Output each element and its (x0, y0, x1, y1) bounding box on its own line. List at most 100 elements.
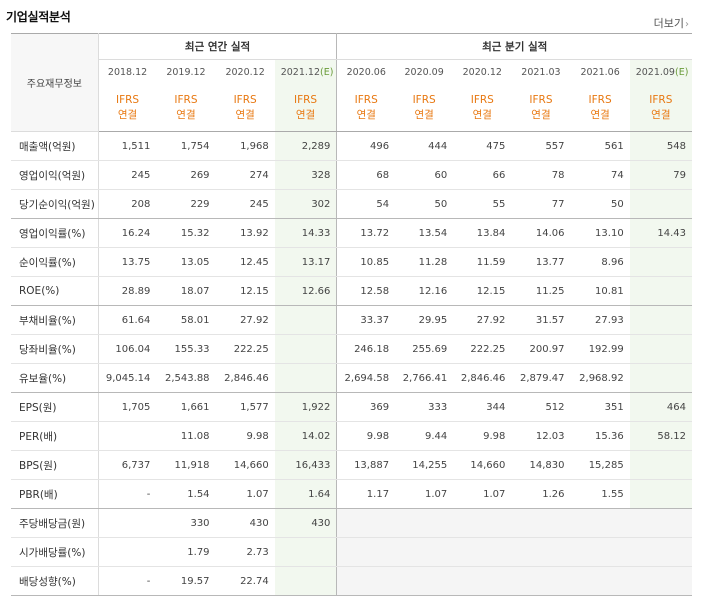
table-row: 당좌비율(%) 106.04 155.33 222.25 246.18 255.69 222… (11, 334, 692, 364)
table-cell: 68 (336, 160, 396, 190)
table-cell: 155.33 (156, 334, 216, 364)
table-cell (629, 537, 692, 567)
table-row: 영업이익(억원) 245 269 274 328 68 60 66 78 74 79 (11, 160, 692, 190)
row-label: PER(배) (11, 421, 99, 451)
row-label: BPS(원) (11, 450, 99, 480)
table-cell (629, 189, 692, 219)
row-label: 당좌비율(%) (11, 334, 99, 364)
table-cell: 430 (215, 508, 275, 538)
standard-line-ifrs: IFRS (412, 93, 436, 106)
table-cell: 496 (336, 131, 396, 161)
chevron-right-icon: › (685, 19, 689, 30)
period-header: 2021.09(E) (629, 59, 692, 85)
table-cell: 12.66 (274, 276, 338, 306)
table-cell: 1.07 (453, 479, 512, 509)
row-header-label: 주요재무정보 (11, 33, 99, 132)
standard-line-ifrs: IFRS (649, 93, 673, 106)
table-cell (570, 537, 630, 567)
table-cell: 60 (395, 160, 454, 190)
period-header: 2020.12 (216, 60, 275, 85)
table-cell (395, 537, 454, 567)
table-cell: 22.74 (215, 566, 275, 596)
table-cell: 12.58 (336, 276, 396, 306)
table-cell: 229 (156, 189, 216, 219)
period-header: 2020.09 (395, 60, 453, 85)
table-cell: 74 (570, 160, 630, 190)
table-cell (336, 566, 396, 596)
table-row: 부채비율(%) 61.64 58.01 27.92 33.37 29.95 27.92 31.… (11, 305, 692, 335)
table-cell: 9.44 (395, 421, 454, 451)
table-cell (511, 508, 571, 538)
table-cell: 10.81 (570, 276, 630, 306)
table-cell: 2,289 (274, 131, 338, 161)
table-cell: 61.64 (98, 305, 157, 335)
table-cell: 15.36 (570, 421, 630, 451)
more-link-label: 더보기 (653, 17, 684, 30)
period-label: 2021.09 (635, 66, 675, 78)
table-cell: 13.54 (395, 218, 454, 248)
table-cell: 245 (215, 189, 275, 219)
table-cell: 78 (511, 160, 571, 190)
table-row: EPS(원) 1,705 1,661 1,577 1,922 369 333 344 512 35… (11, 392, 692, 422)
period-label: 2020.12 (225, 66, 265, 78)
group-header-quarter: 최근 분기 실적 (336, 33, 692, 60)
standard-line-consolidated: 연결 (531, 108, 551, 121)
accounting-standard: IFRS 연결 (98, 84, 157, 132)
table-cell: 245 (98, 160, 157, 190)
table-cell (274, 537, 338, 567)
table-cell: 58.12 (629, 421, 692, 451)
table-cell: 31.57 (511, 305, 571, 335)
table-cell: 14.33 (274, 218, 338, 248)
table-cell: - (98, 479, 157, 509)
period-header: 2021.12(E) (274, 59, 338, 85)
table-cell: 11.08 (156, 421, 216, 451)
group-header-annual: 최근 연간 실적 (98, 33, 338, 60)
table-cell: 1,705 (98, 392, 157, 422)
estimate-mark: (E) (674, 66, 689, 78)
standard-line-ifrs: IFRS (233, 93, 257, 106)
table-cell (629, 566, 692, 596)
table-cell: 66 (453, 160, 512, 190)
table-cell: 9.98 (336, 421, 396, 451)
table-cell: 8.96 (570, 247, 630, 277)
table-cell (336, 508, 396, 538)
row-label: 영업이익률(%) (11, 218, 99, 248)
standard-line-ifrs: IFRS (174, 93, 198, 106)
table-cell: 1.17 (336, 479, 396, 509)
table-row: 주당배당금(원) 330 430 430 (11, 508, 692, 538)
table-cell: 27.92 (453, 305, 512, 335)
period-header: 2020.12 (453, 60, 511, 85)
table-cell: 274 (215, 160, 275, 190)
standard-line-ifrs: IFRS (470, 93, 494, 106)
table-cell: 2,766.41 (395, 363, 454, 393)
table-cell (274, 305, 338, 335)
table-cell: 10.85 (336, 247, 396, 277)
table-cell: 13.92 (215, 218, 275, 248)
period-header: 2021.03 (511, 60, 570, 85)
row-label: 당기순이익(억원) (11, 189, 99, 219)
standard-line-ifrs: IFRS (588, 93, 612, 106)
standard-line-ifrs: IFRS (116, 93, 140, 106)
table-cell: 330 (156, 508, 216, 538)
table-cell (453, 508, 512, 538)
row-label: 영업이익(억원) (11, 160, 99, 190)
table-row: PBR(배) -1.54 1.07 1.64 1.17 1.07 1.07 1.26 1.55 (11, 479, 692, 509)
table-cell: 1.54 (156, 479, 216, 509)
more-link[interactable]: 더보기› (654, 15, 689, 31)
table-cell: 344 (453, 392, 512, 422)
table-cell (511, 566, 571, 596)
table-cell: 13,887 (336, 450, 396, 480)
table-cell: 1,922 (274, 392, 338, 422)
table-row: BPS(원) 6,737 11,918 14,660 16,433 13,887 14,25… (11, 450, 692, 480)
table-cell (453, 537, 512, 567)
standard-line-consolidated: 연결 (117, 108, 138, 121)
table-cell: 1,511 (98, 131, 157, 161)
table-cell: 11.25 (511, 276, 571, 306)
table-cell: 302 (274, 189, 338, 219)
table-cell: 12.45 (215, 247, 275, 277)
table-cell: 14.43 (629, 218, 692, 248)
period-label: 2020.09 (404, 66, 444, 78)
table-cell: 2,879.47 (511, 363, 571, 393)
period-label: 2021.12 (280, 66, 320, 78)
standard-line-consolidated: 연결 (590, 108, 610, 121)
